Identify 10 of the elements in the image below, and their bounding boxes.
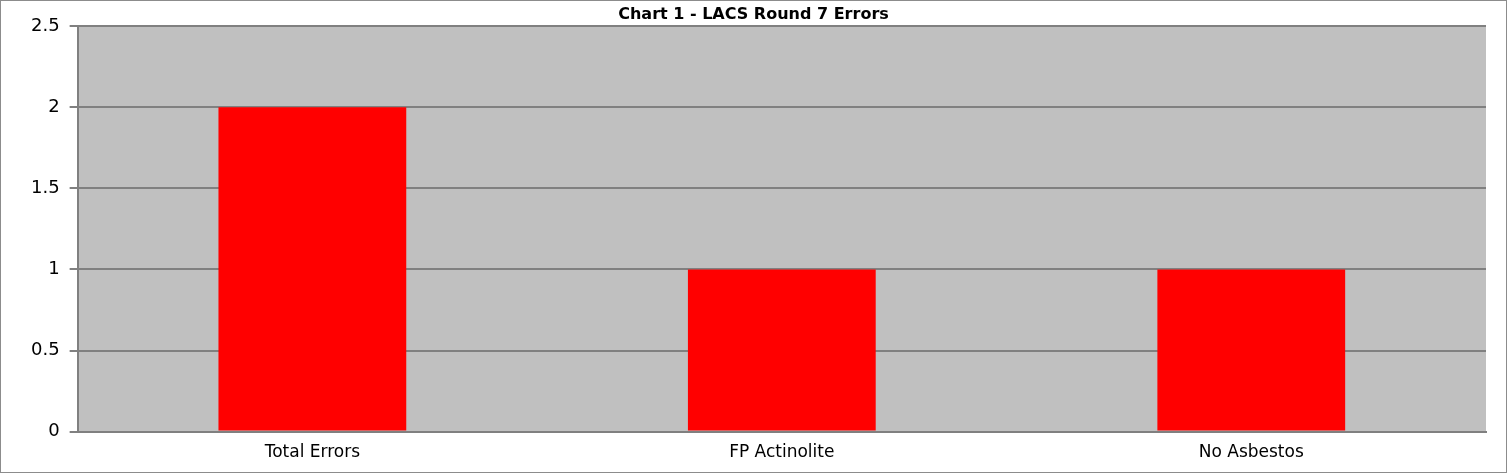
x-tick-label: FP Actinolite: [729, 441, 835, 462]
y-tick-label: 1.5: [30, 176, 60, 198]
x-tick-label: Total Errors: [263, 441, 361, 462]
x-tick-label: No Asbestos: [1198, 441, 1304, 462]
y-tick-label: 2: [48, 94, 60, 116]
chart-title: Chart 1 - LACS Round 7 Errors: [618, 3, 889, 23]
y-tick-label: 0.5: [30, 338, 60, 360]
y-tick-label: 2.5: [30, 13, 60, 35]
y-tick-label: 1: [48, 257, 60, 279]
y-tick-label: 0: [48, 419, 60, 441]
